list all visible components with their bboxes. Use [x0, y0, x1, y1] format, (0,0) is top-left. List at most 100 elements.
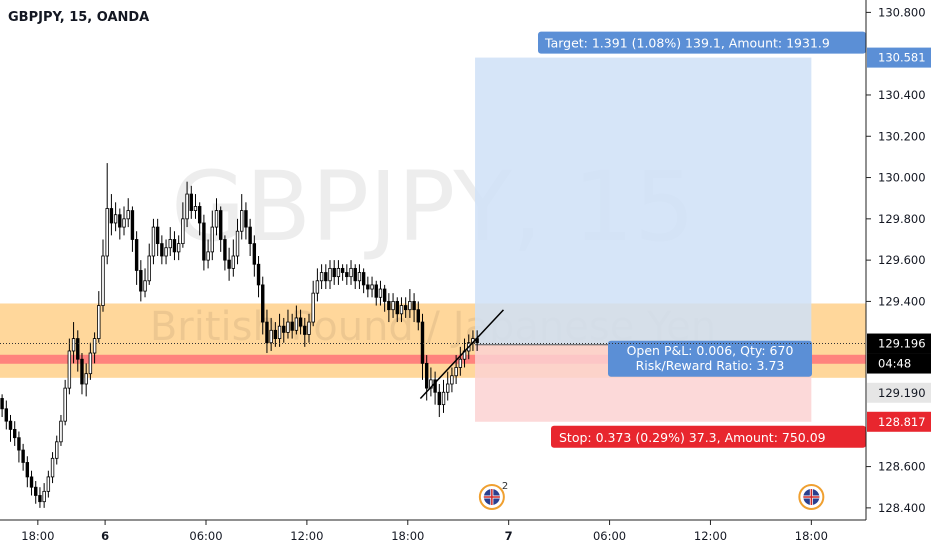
stop-price-tag: 128.817 [878, 415, 926, 429]
event-flag[interactable] [798, 484, 825, 510]
target-price-tag: 130.581 [878, 51, 926, 65]
candle-up [357, 272, 362, 282]
entry-price-tag: 129.190 [878, 386, 926, 400]
candle-down [155, 226, 160, 245]
candle-up [105, 208, 109, 257]
candle-down [244, 210, 248, 228]
candle-up [441, 391, 446, 406]
target-price-tag-bg [867, 47, 931, 68]
candle-up [84, 373, 88, 385]
candle-up [378, 288, 383, 298]
last-price-tag: 129.196 [878, 337, 926, 351]
candle-down [0, 398, 4, 410]
stop-label: Stop: 0.373 (0.29%) 37.3, Amount: 750.09 [559, 430, 826, 445]
event-count: 2 [502, 481, 508, 492]
candle-up [399, 305, 404, 315]
candle-up [294, 317, 299, 331]
candle-down [273, 329, 278, 339]
candle-down [395, 301, 399, 315]
candle-up [71, 338, 76, 352]
support-line [0, 354, 866, 364]
candle-down [13, 429, 17, 439]
candle-up [458, 358, 463, 368]
trendline [419, 309, 504, 399]
candle-down [189, 193, 193, 211]
candle-up [181, 218, 185, 245]
candle-down [160, 243, 164, 257]
overlay-layer: 2 [0, 309, 866, 510]
candle-down [256, 263, 261, 286]
price-tick-label: 130.000 [878, 171, 926, 185]
candle-up [185, 193, 189, 220]
candle-down [403, 305, 408, 311]
candle-up [214, 210, 219, 228]
candle-up [450, 375, 454, 385]
candle-down [374, 284, 378, 298]
candle-up [55, 441, 59, 459]
candle-down [412, 301, 416, 311]
candle-up [210, 226, 214, 253]
target-area [475, 57, 812, 345]
rr-label: Risk/Reward Ratio: 3.73 [636, 358, 785, 373]
candle-down [420, 321, 425, 364]
candle-down [290, 321, 294, 331]
candle-down [437, 391, 442, 406]
candle-down [197, 206, 202, 224]
candle-down [324, 272, 328, 282]
candle-down [8, 420, 13, 430]
candle-up [319, 272, 324, 282]
candle-up [88, 352, 93, 375]
pnl-box [608, 340, 812, 377]
candle-down [252, 243, 257, 265]
entry-price-tag-bg [867, 382, 931, 403]
candle-down [366, 284, 370, 290]
candle-up [235, 230, 240, 257]
time-tick-label: 18:00 [21, 529, 54, 543]
candle-down [433, 379, 437, 393]
candle-up [122, 218, 126, 228]
symbol-header[interactable]: GBPJPY, 15, OANDA [8, 10, 150, 25]
candle-up [328, 267, 332, 282]
candle-down [29, 476, 34, 488]
pnl-label: Open P&L: 0.006, Qty: 670 [627, 343, 794, 358]
candle-down [261, 284, 265, 323]
candle-up [446, 383, 450, 393]
time-tick-label: 12:00 [694, 529, 727, 543]
time-tick-label: 7 [505, 529, 513, 543]
candle-down [424, 362, 429, 389]
price-tick-label: 129.800 [878, 212, 926, 226]
price-tick-label: 130.400 [878, 88, 926, 102]
candle-up [454, 367, 458, 377]
candle-up [59, 420, 63, 443]
time-tick-label: 12:00 [290, 529, 323, 543]
candle-down [387, 301, 391, 311]
candles-layer [0, 163, 479, 508]
candle-up [231, 255, 236, 269]
candle-up [286, 321, 290, 333]
candle-up [315, 280, 320, 294]
position-layer: Target: 1.391 (1.08%) 139.1, Amount: 193… [475, 31, 866, 448]
event-flag[interactable]: 2 [478, 481, 508, 510]
candle-down [21, 449, 25, 463]
candle-down [109, 208, 114, 224]
time-tick-label: 6 [101, 529, 109, 543]
price-tick-label: 130.800 [878, 5, 926, 19]
candle-down [134, 239, 139, 271]
target-label-bg [538, 31, 866, 54]
candle-down [265, 321, 269, 344]
candle-up [42, 490, 46, 503]
price-tick-label: 129.600 [878, 253, 926, 267]
time-tick-label: 06:00 [189, 529, 222, 543]
candle-down [38, 495, 42, 503]
candle-down [202, 222, 206, 261]
candle-down [139, 270, 143, 292]
candle-down [130, 210, 135, 240]
candle-down [382, 288, 387, 302]
time-tick-label: 18:00 [795, 529, 828, 543]
candle-up [147, 255, 151, 282]
candle-up [113, 214, 118, 224]
candle-down [4, 408, 9, 422]
candle-up [176, 243, 181, 253]
